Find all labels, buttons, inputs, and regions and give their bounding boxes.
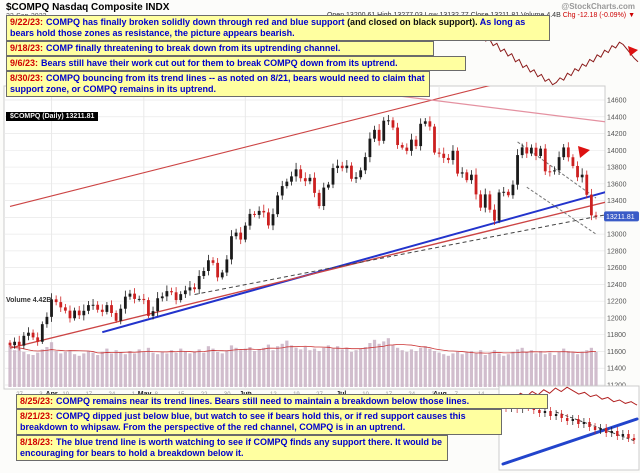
annotation-text: The blue trend line is worth watching to… xyxy=(20,437,443,458)
annotation-box-8-18: 8/18/23: The blue trend line is worth wat… xyxy=(16,435,448,461)
symbol-legend: $COMPQ (Daily) 13211.81 xyxy=(6,112,99,121)
price-axis-label: 11800 xyxy=(607,332,626,339)
annotation-text: Bears still have their work cut out for … xyxy=(41,58,398,68)
price-axis-label: 13000 xyxy=(607,232,627,239)
price-axis-label: 13800 xyxy=(607,165,627,172)
annotation-date: 9/22/23: xyxy=(10,17,44,27)
price-axis-label: 14200 xyxy=(607,131,627,138)
annotation-text: COMPQ remains near its trend lines. Bear… xyxy=(56,396,470,406)
price-axis-label: 12800 xyxy=(607,248,627,255)
inset-blue-trendline xyxy=(501,417,639,466)
inset-dashed-line xyxy=(555,411,636,442)
price-axis-label: 12200 xyxy=(607,299,627,306)
svg-text:13211.81: 13211.81 xyxy=(606,214,635,221)
annotation-date: 8/18/23: xyxy=(20,437,54,447)
price-axis-label: 14600 xyxy=(607,98,627,105)
price-axis-label: 13600 xyxy=(607,181,627,188)
annotation-box-9-18: 9/18/23: COMP finally threatening to brea… xyxy=(6,41,434,56)
annotation-text: COMPQ bouncing from its trend lines -- a… xyxy=(10,73,425,94)
annotation-text: COMPQ dipped just below blue, but watch … xyxy=(20,411,466,432)
annotation-text: COMP finally threatening to break down f… xyxy=(46,43,341,53)
annotation-box-8-30: 8/30/23: COMPQ bouncing from its trend li… xyxy=(6,71,430,97)
price-axis-label: 12600 xyxy=(607,265,627,272)
plot-background xyxy=(3,85,606,390)
volume-layer xyxy=(8,338,598,387)
red-arrow-main xyxy=(578,146,590,158)
annotation-box-9-6: 9/6/23: Bears still have their work cut o… xyxy=(6,56,466,71)
price-axis-label: 12000 xyxy=(607,315,627,322)
annotation-text-black: (and closed on black support). xyxy=(347,17,478,27)
last-price-tag xyxy=(604,211,639,222)
volume-legend: Volume 4.42B xyxy=(6,297,52,304)
annotation-date: 8/25/23: xyxy=(20,396,54,406)
annotation-date: 9/6/23: xyxy=(10,58,39,68)
annotation-box-8-25: 8/25/23: COMPQ remains near its trend lin… xyxy=(16,394,548,409)
annotation-box-9-22: 9/22/23: COMPQ has finally broken solidly… xyxy=(6,15,550,41)
red-channel-upper xyxy=(9,86,491,207)
annotation-date: 8/30/23: xyxy=(10,73,44,83)
annotation-date: 8/21/23: xyxy=(20,411,54,421)
blue-support-line xyxy=(102,191,605,334)
annotation-text: As long as bears hold those zones as res… xyxy=(10,17,526,38)
price-axis-label: 12400 xyxy=(607,282,627,289)
price-axis-label: 14000 xyxy=(607,148,627,155)
volume-ma-line xyxy=(9,344,597,354)
annotation-box-8-21: 8/21/23: COMPQ dipped just below blue, bu… xyxy=(16,409,502,435)
ticker-title: $COMPQ Nasdaq Composite INDX xyxy=(6,2,170,13)
annotation-text: COMPQ has finally broken solidly down th… xyxy=(46,17,348,27)
change-value: Chg -12.18 (-0.09%) ▼ xyxy=(562,12,635,19)
price-axis-label: 11400 xyxy=(607,366,626,373)
annotation-date: 9/18/23: xyxy=(10,43,44,53)
price-axis-label: 11600 xyxy=(607,349,626,356)
price-axis-label: 14400 xyxy=(607,114,627,121)
candles-layer xyxy=(8,115,598,351)
stockcharts-watermark: @StockCharts.com xyxy=(561,2,635,11)
red-channel-lower xyxy=(9,201,605,349)
mini-channel-lower-dashed xyxy=(526,186,597,235)
price-axis-label: 13400 xyxy=(607,198,627,205)
red-arrow-inset xyxy=(628,46,638,56)
